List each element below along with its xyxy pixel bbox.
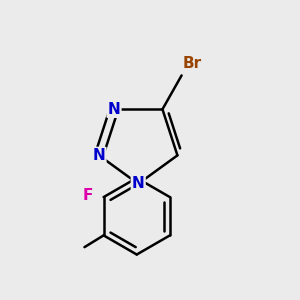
Text: F: F [82,188,93,203]
Text: N: N [132,176,145,191]
Text: N: N [108,102,120,117]
Text: N: N [93,148,105,163]
Text: Br: Br [182,56,202,71]
